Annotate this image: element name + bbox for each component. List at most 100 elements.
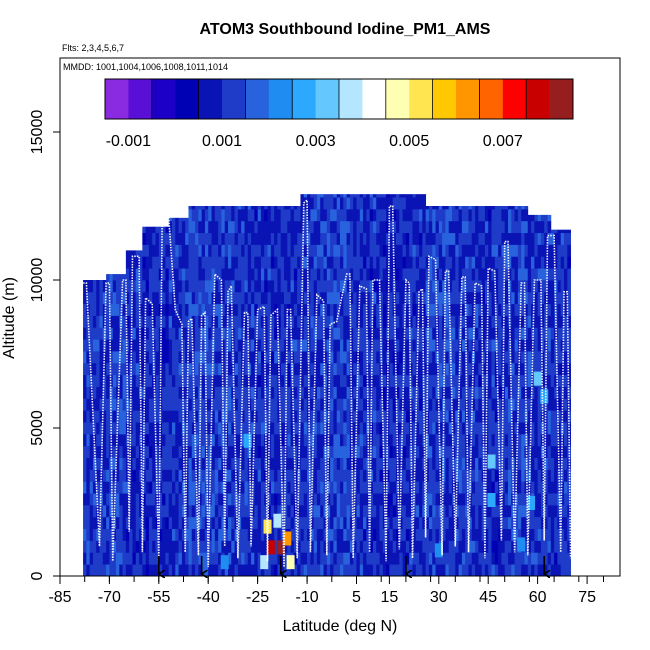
heatmap-cell bbox=[382, 422, 387, 435]
heatmap-cell bbox=[267, 564, 272, 576]
heatmap-cell bbox=[145, 339, 150, 352]
heatmap-cell bbox=[366, 280, 371, 293]
heatmap-cell bbox=[228, 552, 232, 565]
heatmap-cell bbox=[372, 315, 377, 328]
heatmap-cell bbox=[201, 315, 206, 328]
heatmap-cell bbox=[356, 327, 361, 340]
heatmap-cell bbox=[145, 552, 150, 565]
heatmap-cell bbox=[425, 540, 430, 553]
heatmap-cell bbox=[455, 374, 459, 387]
heatmap-cell bbox=[231, 422, 235, 435]
heatmap-cell bbox=[158, 351, 163, 364]
heatmap-cell bbox=[135, 280, 140, 293]
heatmap-cell bbox=[297, 220, 301, 234]
heatmap-cell bbox=[155, 268, 160, 281]
heatmap-cell bbox=[379, 481, 384, 494]
heatmap-cell bbox=[428, 564, 433, 576]
heatmap-cell bbox=[86, 374, 91, 387]
heatmap-cell bbox=[211, 481, 216, 494]
heatmap-cell bbox=[300, 374, 305, 387]
heatmap-cell bbox=[303, 339, 308, 352]
heatmap-cell bbox=[458, 433, 463, 447]
heatmap-cell bbox=[517, 291, 522, 305]
heatmap-cell bbox=[396, 256, 400, 269]
heatmap-cell bbox=[300, 362, 305, 376]
heatmap-cell bbox=[527, 315, 532, 328]
heatmap-cell bbox=[412, 362, 417, 376]
heatmap-cell bbox=[399, 327, 403, 340]
heatmap-cell bbox=[382, 552, 387, 565]
heatmap-cell bbox=[119, 504, 123, 518]
heatmap-cell bbox=[435, 469, 440, 482]
heatmap-cell bbox=[287, 504, 291, 518]
heatmap-cell bbox=[366, 362, 371, 376]
heatmap-cell bbox=[349, 362, 354, 376]
heatmap-cell bbox=[386, 504, 390, 518]
heatmap-cell bbox=[86, 504, 91, 518]
heatmap-cell bbox=[537, 268, 542, 281]
heatmap-cell bbox=[96, 398, 100, 411]
heatmap-cell bbox=[86, 410, 91, 423]
heatmap-cell bbox=[359, 410, 364, 423]
heatmap-cell bbox=[198, 362, 203, 376]
heatmap-cell bbox=[399, 362, 403, 376]
heatmap-cell bbox=[422, 528, 427, 541]
heatmap-cell bbox=[155, 339, 160, 352]
heatmap-cell bbox=[382, 220, 387, 234]
colorbar-segment bbox=[292, 79, 316, 119]
heatmap-cell bbox=[557, 351, 562, 364]
heatmap-cell bbox=[333, 194, 338, 198]
heatmap-cell bbox=[455, 244, 459, 257]
heatmap-cell bbox=[359, 374, 364, 387]
heatmap-cell bbox=[198, 540, 203, 553]
heatmap-cell bbox=[181, 564, 186, 576]
heatmap-cell bbox=[498, 552, 502, 565]
heatmap-cell bbox=[122, 274, 127, 281]
heatmap-cell bbox=[300, 410, 305, 423]
heatmap-cell bbox=[356, 386, 361, 399]
heatmap-cell bbox=[297, 410, 301, 423]
heatmap-cell bbox=[145, 493, 150, 506]
heatmap-cell bbox=[336, 493, 341, 506]
x-tick-label: 60 bbox=[529, 589, 547, 606]
heatmap-cell bbox=[389, 457, 394, 470]
heatmap-cell bbox=[96, 528, 100, 541]
heatmap-cell bbox=[257, 256, 262, 269]
heatmap-cell bbox=[181, 386, 186, 399]
heatmap-cell bbox=[511, 516, 515, 530]
heatmap-cell bbox=[475, 481, 479, 494]
heatmap-cell bbox=[494, 398, 499, 411]
heatmap-cell bbox=[260, 303, 265, 316]
heatmap-cell bbox=[191, 220, 196, 234]
heatmap-cell bbox=[178, 410, 183, 423]
heatmap-cell bbox=[382, 303, 387, 316]
heatmap-cell bbox=[307, 386, 311, 399]
heatmap-cell bbox=[316, 315, 321, 328]
heatmap-cell bbox=[363, 457, 367, 470]
heatmap-cell bbox=[554, 481, 558, 494]
heatmap-cell bbox=[412, 552, 417, 565]
heatmap-cell bbox=[455, 351, 459, 364]
heatmap-cell bbox=[524, 564, 529, 576]
heatmap-cell bbox=[531, 315, 535, 328]
heatmap-cell bbox=[277, 206, 282, 210]
heatmap-cell bbox=[438, 552, 443, 565]
heatmap-cell bbox=[267, 351, 272, 364]
heatmap-cell bbox=[251, 504, 255, 518]
heatmap-cell bbox=[353, 315, 357, 328]
heatmap-cell bbox=[494, 339, 499, 352]
heatmap-cell bbox=[155, 469, 160, 482]
heatmap-cell bbox=[488, 516, 492, 530]
heatmap-cell bbox=[172, 244, 176, 257]
heatmap-cell bbox=[475, 374, 479, 387]
heatmap-cell bbox=[297, 398, 301, 411]
heatmap-cell bbox=[425, 208, 430, 222]
heatmap-cell bbox=[185, 244, 189, 257]
heatmap-cell bbox=[382, 232, 387, 245]
heatmap-cell bbox=[415, 540, 420, 553]
heatmap-cell bbox=[142, 410, 147, 423]
heatmap-cell bbox=[284, 481, 288, 494]
heatmap-cell bbox=[175, 327, 179, 340]
heatmap-cell bbox=[96, 481, 100, 494]
heatmap-cell bbox=[89, 351, 94, 364]
